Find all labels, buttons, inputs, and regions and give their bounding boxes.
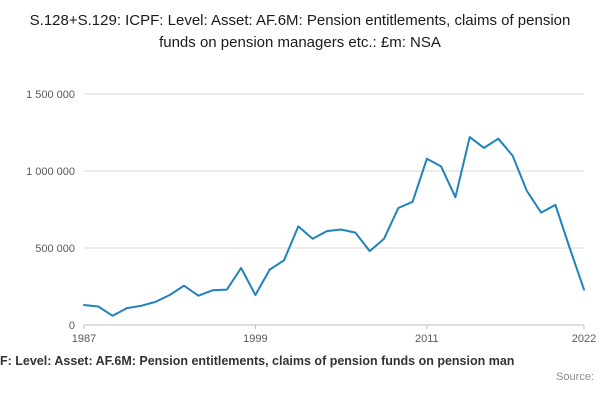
y-tick-label: 0 <box>69 320 75 332</box>
chart-title: S.128+S.129: ICPF: Level: Asset: AF.6M: … <box>29 12 571 51</box>
source-label: Source: <box>556 371 594 383</box>
x-tick-label: 2022 <box>572 333 596 345</box>
line-chart: 0 500 000 1 000 000 1 500 000 1987 1999 2011 20… <box>26 89 596 345</box>
x-tick-label: 2011 <box>415 333 439 345</box>
y-tick-label: 1 000 000 <box>26 166 75 178</box>
x-tick-label: 1999 <box>243 333 267 345</box>
x-tick-label: 1987 <box>72 333 96 345</box>
footer-caption: F: Level: Asset: AF.6M: Pension entitlem… <box>0 354 515 368</box>
data-series-line <box>83 136 585 317</box>
y-tick-label: 1 500 000 <box>26 89 75 101</box>
y-tick-label: 500 000 <box>35 243 75 255</box>
